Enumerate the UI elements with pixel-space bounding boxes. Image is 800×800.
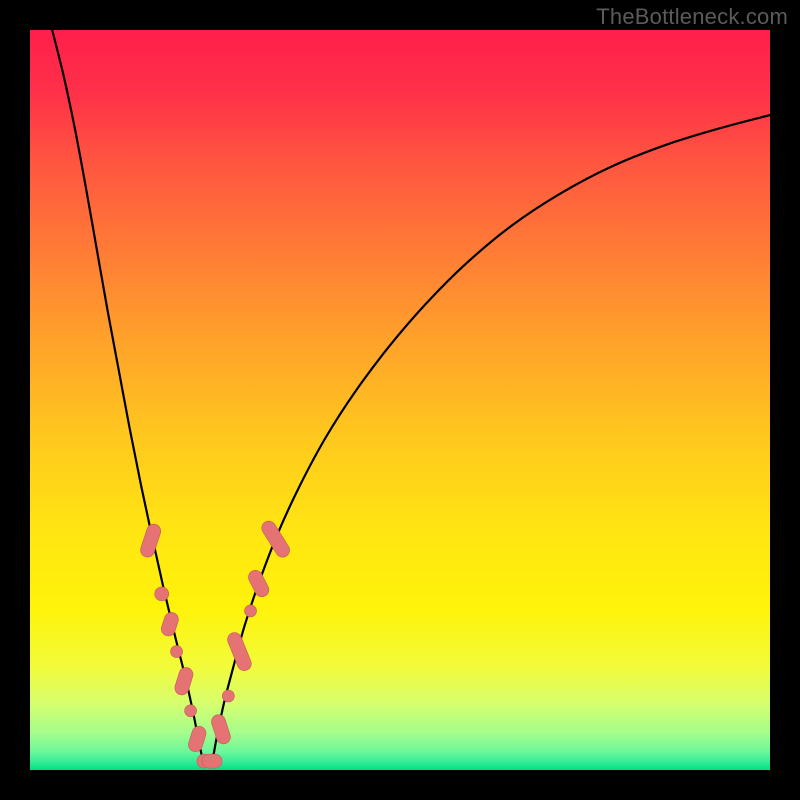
marker-circle: [245, 605, 257, 617]
watermark-text: TheBottleneck.com: [596, 4, 788, 30]
marker-circle: [171, 646, 183, 658]
plot-svg: [30, 30, 770, 770]
gradient-background: [30, 30, 770, 770]
chart-frame: TheBottleneck.com: [0, 0, 800, 800]
marker-pill: [202, 754, 222, 768]
marker-circle: [222, 690, 234, 702]
plot-area: [30, 30, 770, 770]
marker-circle: [155, 587, 169, 601]
marker-circle: [185, 705, 197, 717]
